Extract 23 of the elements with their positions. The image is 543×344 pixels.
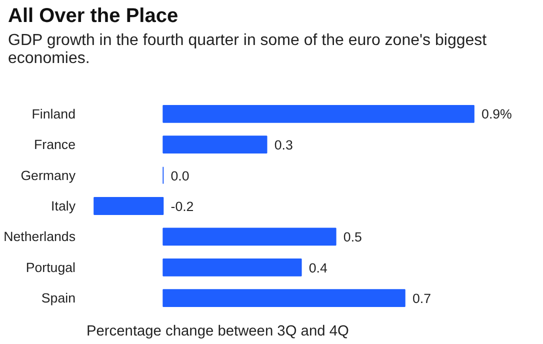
bar [162, 136, 268, 154]
bar [162, 228, 336, 246]
y-tick-label: France [34, 137, 76, 152]
bar [162, 104, 474, 123]
data-label: -0.2 [170, 199, 194, 214]
text: Percentage change between 3Q and 4Q [86, 324, 349, 340]
y-tick-label: Netherlands [4, 229, 76, 244]
chart-subtitle: GDP growth in the fourth quarter in some of the euro zone's biggest economies. [8, 32, 488, 68]
y-tick-label: Italy [51, 198, 76, 214]
data-label: 0.4 [308, 260, 328, 276]
data-label: 0.7 [412, 291, 431, 306]
data-label: 0.9% [482, 106, 512, 122]
y-tick-label: Portugal [26, 260, 76, 275]
data-label: 0.0 [170, 168, 190, 184]
bar [94, 197, 164, 215]
y-tick-label: Finland [32, 106, 76, 122]
bar [162, 289, 406, 308]
data-label: 0.3 [274, 138, 293, 153]
data-label: 0.5 [343, 230, 362, 245]
y-tick-label: Spain [41, 290, 76, 306]
chart-title: All Over the Place [8, 5, 180, 28]
y-tick-label: Germany [20, 168, 76, 183]
bar [162, 258, 302, 276]
